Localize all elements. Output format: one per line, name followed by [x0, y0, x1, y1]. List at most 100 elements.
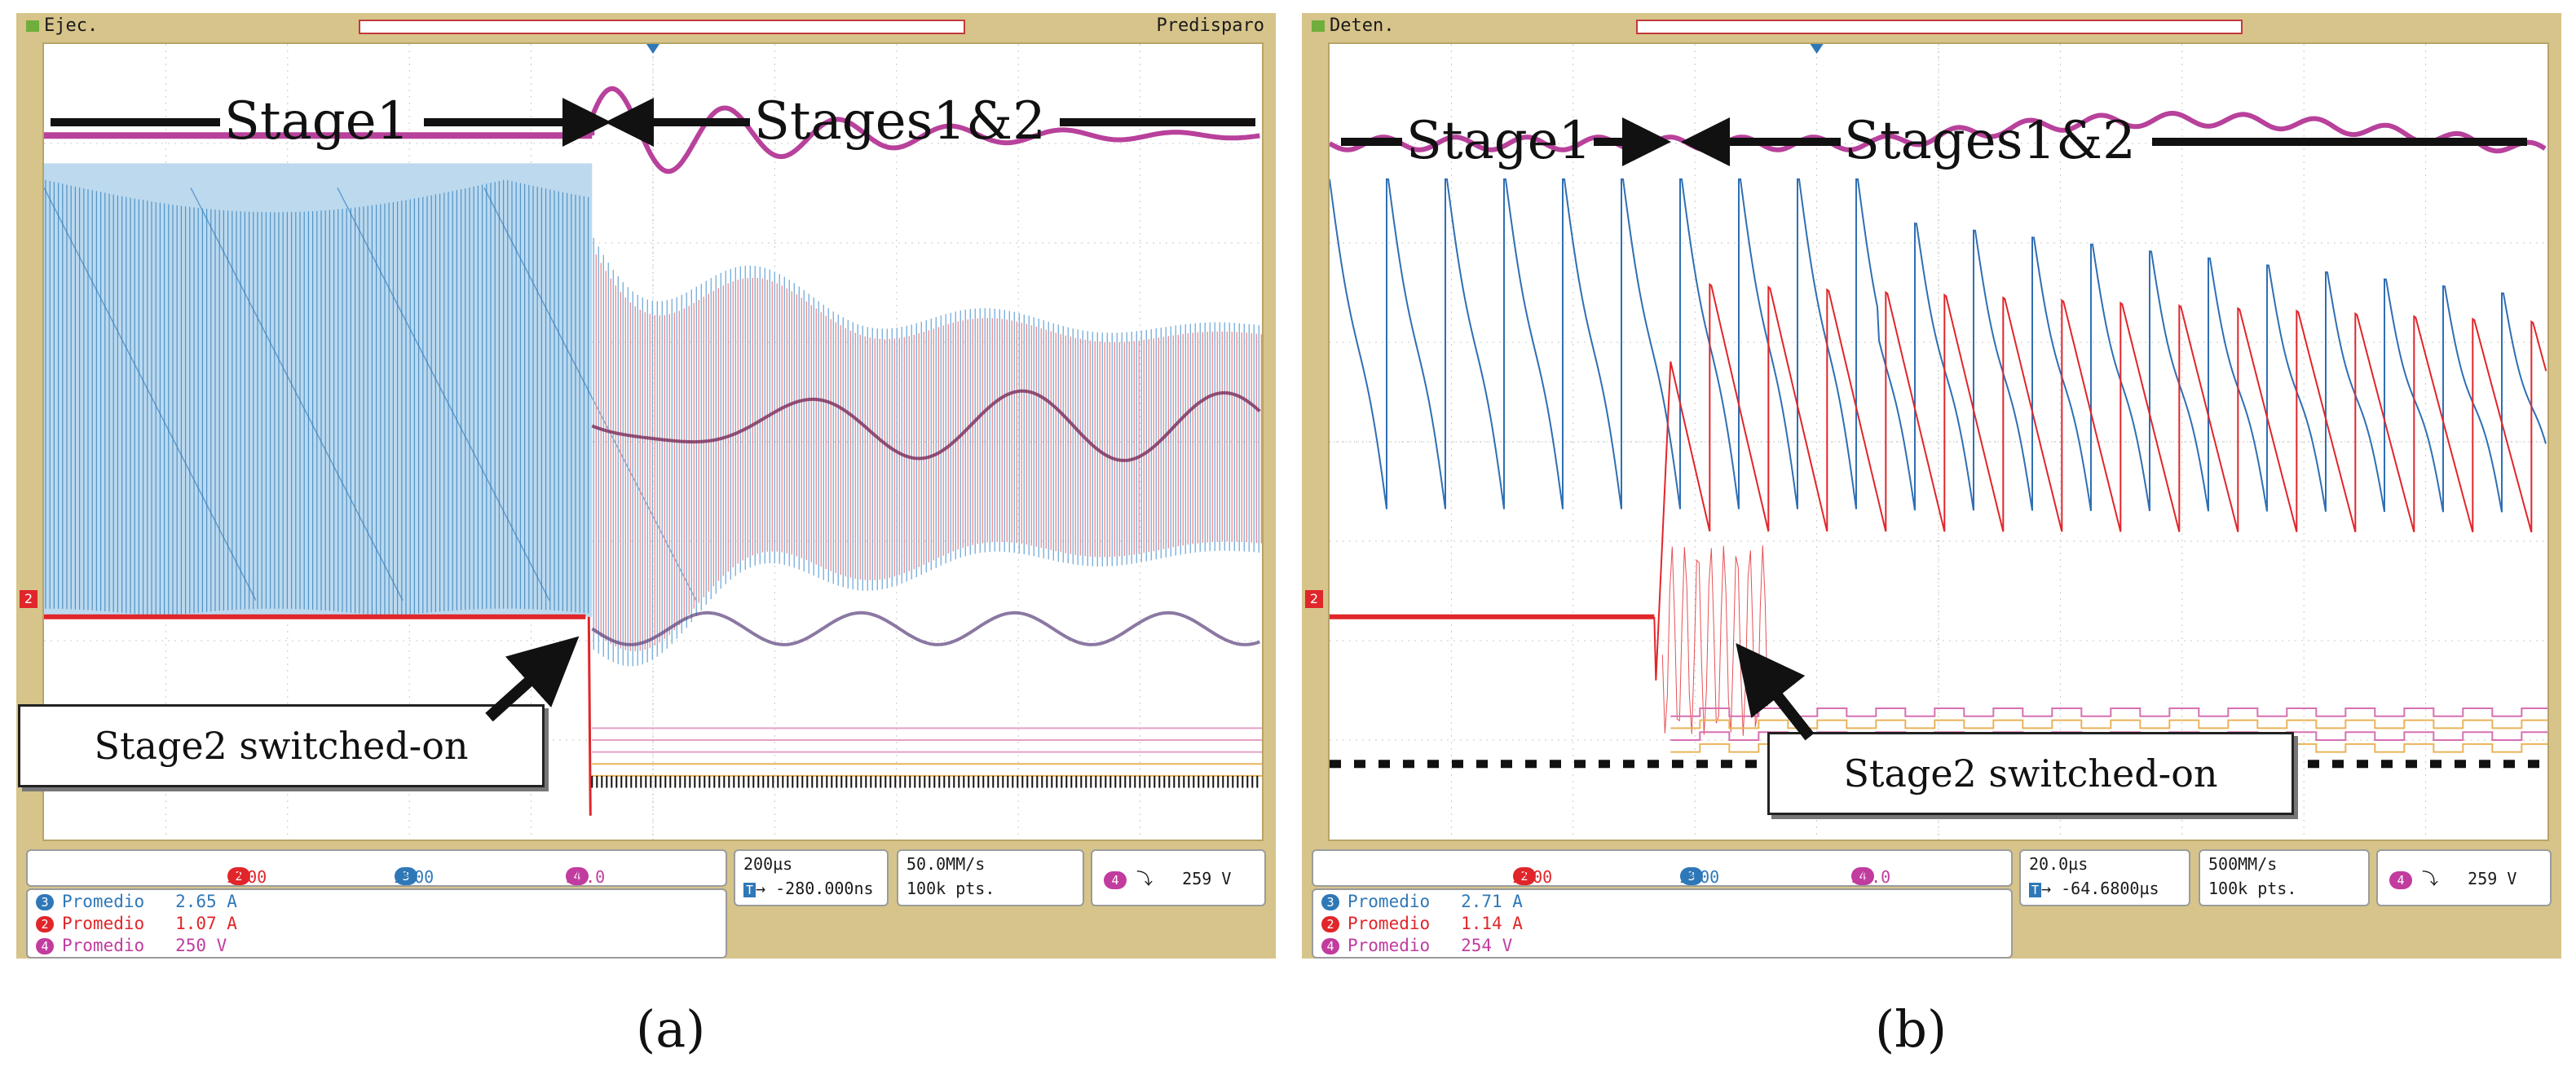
ch3-envelope-line	[591, 610, 1260, 646]
meas-row: 3 Promedio 2.71 A	[1321, 892, 1523, 911]
trigger-slope-icon: ⤵	[2422, 869, 2439, 888]
stage1-label-b: Stage1	[1406, 111, 1592, 171]
trigger-marker-icon	[1810, 44, 1824, 54]
meas-label: Promedio	[1348, 914, 1431, 933]
scope-top-bar: Ejec. Predisparo	[16, 13, 1276, 42]
timebase-offset-value: -280.000ns	[775, 879, 874, 898]
record-view-bar	[1636, 20, 2243, 34]
meas-row: 2 Promedio 1.14 A	[1321, 914, 1523, 933]
ch3-trace-stage1	[45, 179, 589, 617]
meas-value: 2.71 A	[1461, 892, 1523, 911]
meas-badge: 4	[36, 938, 54, 954]
meas-badge: 2	[36, 916, 54, 932]
ch2-ground-marker: 2	[20, 590, 37, 608]
waveform-display-b	[1328, 42, 2549, 841]
meas-badge: 3	[36, 894, 54, 910]
trigger-slope-icon: ⤵	[1136, 869, 1153, 888]
sample-rate: 50.0MM/s	[906, 854, 986, 874]
trigger-box-a: 4 ⤵ 259 V	[1091, 849, 1266, 906]
timebase-offset-value: -64.6800µs	[2061, 879, 2159, 898]
meas-label: Promedio	[62, 936, 145, 955]
timebase-box-b: 20.0µs T → -64.6800µs	[2019, 849, 2190, 906]
ch2-ground-marker: 2	[1305, 590, 1323, 608]
sample-rate: 500MM/s	[2208, 854, 2278, 874]
trigger-box-b: 4 ⤵ 259 V	[2376, 849, 2552, 906]
meas-row: 4 Promedio 250 V	[36, 936, 227, 955]
ch2-trace-stage2	[595, 254, 1262, 651]
record-length: 100k pts.	[906, 879, 995, 898]
ch3-bw-icon: Ω%	[395, 867, 415, 887]
ch3-trace	[1330, 178, 2547, 513]
stages12-label-b: Stages1&2	[1844, 111, 2136, 171]
trigger-level: 259 V	[1182, 869, 1232, 888]
ch4-chip: 4	[566, 867, 589, 885]
caption-b: (b)	[1875, 999, 1947, 1059]
ch2-chip: 2	[227, 867, 250, 885]
meas-badge: 2	[1321, 916, 1339, 932]
sampling-box-a: 50.0MM/s 100k pts.	[897, 849, 1084, 906]
measurement-panel-a: 3 Promedio 2.65 A 2 Promedio 1.07 A 4 Prome…	[26, 888, 727, 959]
trigger-marker-icon	[646, 44, 659, 54]
ch2-switch-spike	[587, 616, 592, 816]
timebase-div: 20.0µs	[2029, 854, 2089, 874]
trigger-channel: 4	[2389, 871, 2412, 889]
acquisition-status: Ejec.	[26, 15, 98, 36]
status-text: Deten.	[1330, 15, 1395, 36]
meas-value: 1.07 A	[175, 914, 237, 933]
oscilloscope-panel-a: Ejec. Predisparo 2 2 2.00 A Ω% 3 2.00 A …	[16, 13, 1276, 959]
stage1-label-a: Stage1	[224, 91, 410, 152]
trigger-channel: 4	[1104, 871, 1127, 889]
run-indicator-icon	[26, 20, 39, 32]
digital-channel-line	[1670, 707, 2547, 717]
ch4-chip: 4	[1851, 867, 1874, 885]
status-text: Ejec.	[44, 15, 99, 36]
meas-label: Promedio	[1348, 892, 1431, 911]
sampling-box-b: 500MM/s 100k pts.	[2199, 849, 2370, 906]
meas-value: 250 V	[175, 936, 227, 955]
ch3-ripple-stage1	[44, 187, 697, 602]
scope-bottom-readouts-a: 2 2.00 A Ω% 3 2.00 A Ω% 4 50.0 V 3 Promed…	[16, 841, 1276, 959]
digital-channel-0	[591, 775, 1259, 788]
ch3-chip: 3	[395, 867, 417, 885]
run-indicator-icon	[1312, 20, 1325, 32]
channel-scales-a: 2 2.00 A Ω% 3 2.00 A Ω% 4 50.0 V	[26, 849, 727, 906]
meas-value: 2.65 A	[175, 892, 237, 911]
meas-badge: 3	[1321, 894, 1339, 910]
meas-label: Promedio	[62, 892, 145, 911]
meas-row: 4 Promedio 254 V	[1321, 936, 1512, 955]
ch2-bw-icon: Ω%	[1513, 867, 1533, 887]
ch2-trace-stage2	[1653, 283, 2547, 681]
trigger-level: 259 V	[2468, 869, 2517, 888]
meas-row: 3 Promedio 2.65 A	[36, 892, 237, 911]
ch4-trace-stage2	[589, 86, 1260, 174]
callout-b: Stage2 switched-on	[1767, 732, 2294, 815]
ch2-envelope-line	[591, 389, 1261, 462]
timebase-offset: T → -64.6800µs	[2029, 879, 2159, 898]
ch2-bw-icon: Ω%	[227, 867, 248, 887]
trigger-mode: Predisparo	[1156, 15, 1264, 36]
stages12-label-a: Stages1&2	[754, 91, 1046, 152]
ch3-chip: 3	[1680, 867, 1703, 885]
record-length: 100k pts.	[2208, 879, 2297, 898]
meas-value: 254 V	[1461, 936, 1513, 955]
ch2-switch-burst	[1661, 544, 1768, 736]
ch4-trace	[1330, 111, 2547, 154]
meas-label: Promedio	[1348, 936, 1431, 955]
meas-row: 2 Promedio 1.07 A	[36, 914, 237, 933]
ch2-chip: 2	[1513, 867, 1536, 885]
timebase-box-a: 200µs T → -280.000ns	[734, 849, 889, 906]
scope-bottom-readouts-b: 2 2.00 A Ω% 3 2.00 A Ω% 4 50.0 V 3 Promed…	[1302, 841, 2561, 959]
meas-value: 1.14 A	[1461, 914, 1523, 933]
position-icon: T	[2029, 883, 2042, 897]
ch3-envelope-stage1	[44, 163, 593, 617]
measurement-panel-b: 3 Promedio 2.71 A 2 Promedio 1.14 A 4 Prome…	[1312, 888, 2013, 959]
scope-top-bar: Deten.	[1302, 13, 2561, 42]
position-icon: T	[743, 883, 756, 897]
ch3-bw-icon: Ω%	[1680, 867, 1700, 887]
callout-a: Stage2 switched-on	[18, 704, 545, 787]
caption-a: (a)	[636, 999, 706, 1059]
digital-channel-line	[1670, 719, 2547, 729]
channel-scales-b: 2 2.00 A Ω% 3 2.00 A Ω% 4 50.0 V	[1312, 849, 2013, 906]
record-view-bar	[359, 20, 965, 34]
meas-badge: 4	[1321, 938, 1339, 954]
